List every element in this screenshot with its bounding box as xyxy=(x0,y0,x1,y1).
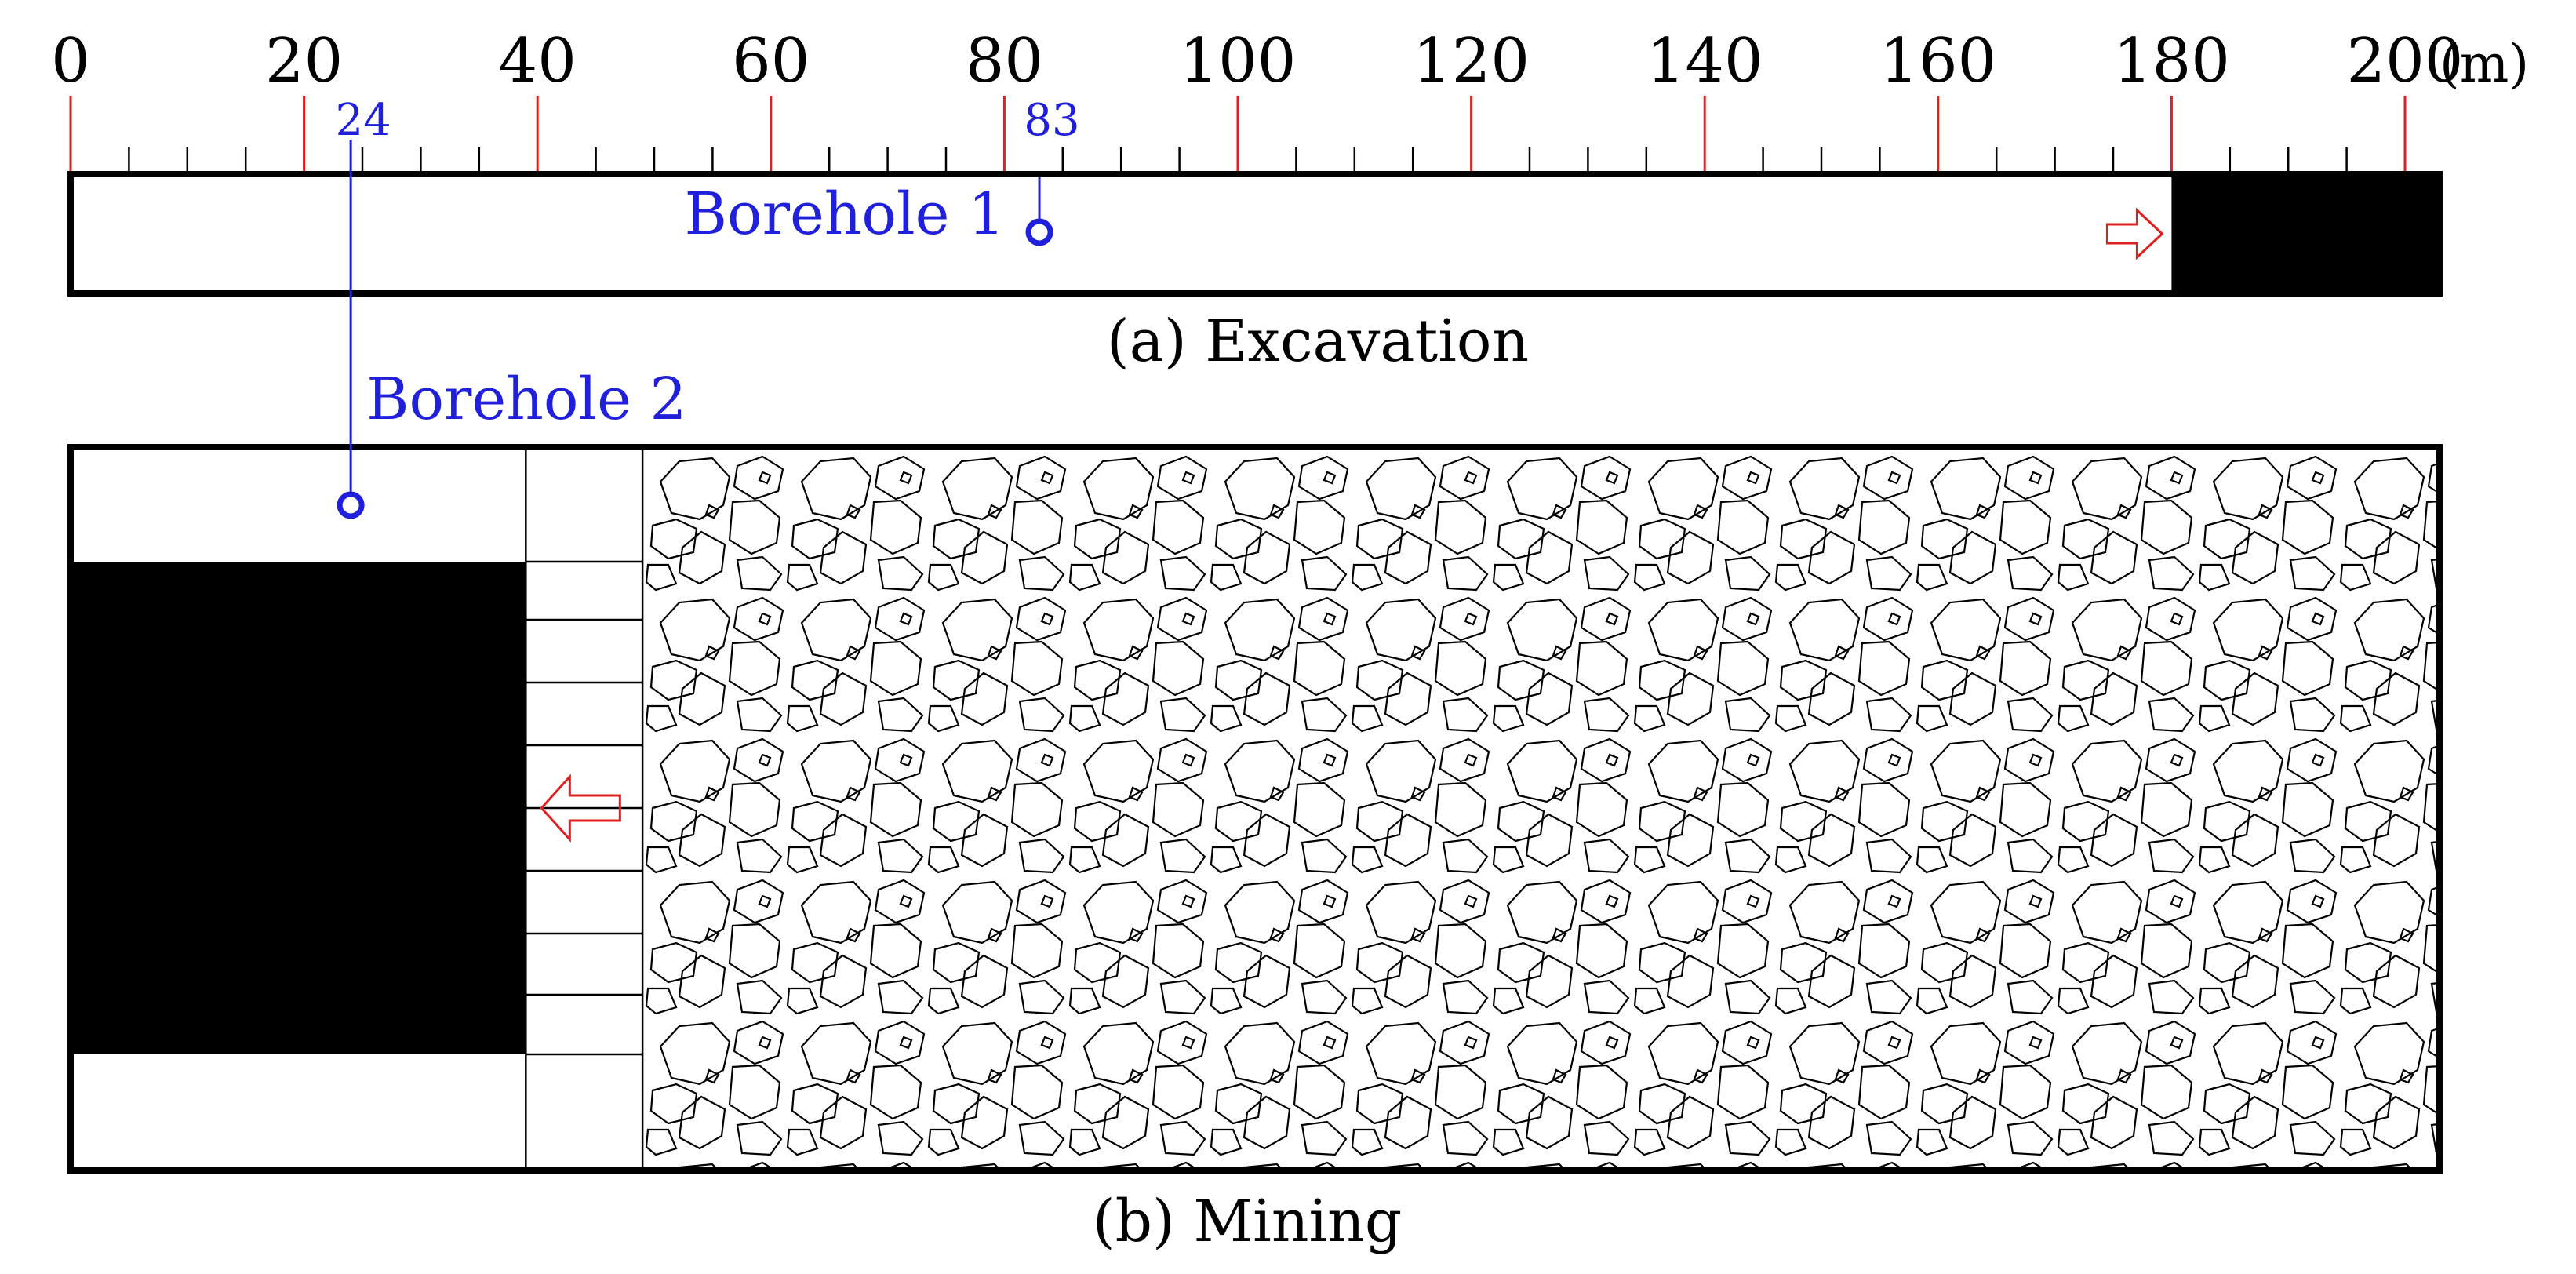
tick-label: 40 xyxy=(499,26,577,96)
tick-label: 100 xyxy=(1180,26,1297,96)
gob-caved-rock-area xyxy=(642,447,2440,1170)
tick-label: 120 xyxy=(1413,26,1530,96)
mining-panel: (b) Mining xyxy=(67,444,2443,1255)
borehole-label: Borehole 1 xyxy=(685,180,1005,248)
borehole-label: Borehole 2 xyxy=(366,366,686,433)
tick-label: 140 xyxy=(1646,26,1763,96)
tick-label: 60 xyxy=(732,26,810,96)
tick-label: 180 xyxy=(2113,26,2230,96)
position-marker-label: 24 xyxy=(335,95,391,146)
mining-coal-block xyxy=(71,562,526,1054)
tick-label: 80 xyxy=(966,26,1043,96)
excavation-panel-frame xyxy=(67,171,2443,297)
boreholes: Borehole 1 Borehole 2 xyxy=(337,140,1053,519)
unit-label: (m) xyxy=(2440,34,2529,94)
mining-caption: (b) Mining xyxy=(1093,1188,1402,1255)
distance-scale: 0 20 40 60 80 100 120 140 160 180 200(m) xyxy=(51,26,2529,174)
tick-label: 160 xyxy=(1879,26,1996,96)
tick-label: 0 xyxy=(51,26,90,96)
advance-right-arrow-icon xyxy=(2105,207,2164,260)
borehole-icon xyxy=(1025,218,1053,246)
position-markers: 24 83 xyxy=(335,95,1079,146)
tick-label: 200 xyxy=(2347,26,2464,96)
unexcavated-coal-block xyxy=(2171,174,2440,293)
hydraulic-supports xyxy=(525,447,644,1170)
tick-label: 20 xyxy=(265,26,343,96)
advance-left-arrow-icon xyxy=(540,774,621,843)
mining-panel-frame xyxy=(67,444,2443,1174)
excavation-caption: (a) Excavation xyxy=(1107,308,1529,375)
borehole-icon xyxy=(337,491,365,519)
excavation-panel: (a) Excavation xyxy=(67,171,2443,375)
position-marker-label: 83 xyxy=(1024,95,1079,146)
